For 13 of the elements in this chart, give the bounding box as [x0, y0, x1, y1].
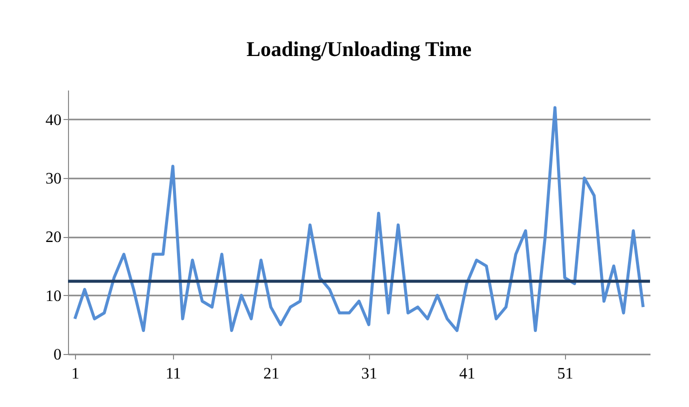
y-tick-label: 20 — [46, 229, 62, 246]
x-tick-label: 1 — [71, 366, 80, 382]
x-tick-label: 21 — [263, 366, 280, 382]
x-tick-label: 51 — [557, 366, 574, 382]
x-tick-label: 41 — [459, 366, 476, 382]
y-tick-label: 0 — [54, 346, 62, 364]
y-tick-label: 30 — [46, 170, 62, 188]
x-tick-label: 31 — [361, 366, 378, 382]
line-series — [73, 106, 645, 332]
y-tick-label: 10 — [46, 288, 62, 305]
y-tick-label: 40 — [46, 112, 62, 129]
x-tick-label: 11 — [166, 366, 182, 382]
chart-title: Loading/Unloading Time — [246, 37, 472, 61]
